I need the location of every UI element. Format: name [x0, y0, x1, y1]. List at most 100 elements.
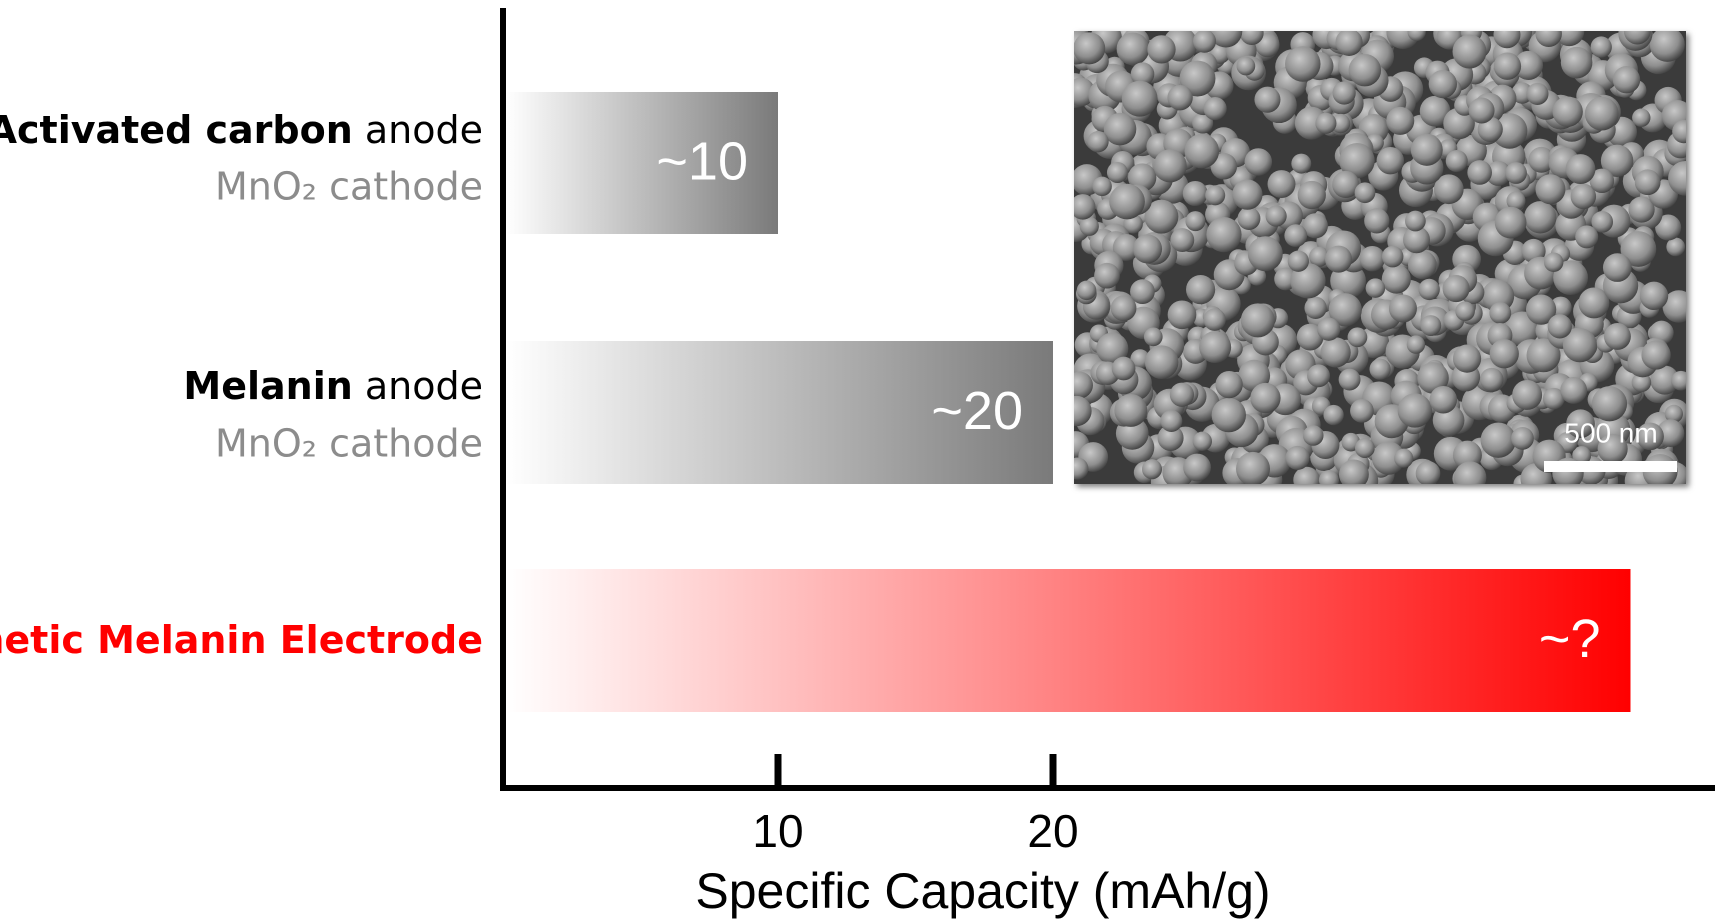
sem-particle — [1110, 295, 1137, 322]
sem-particle — [1612, 66, 1641, 94]
sem-particle — [1603, 323, 1631, 350]
sem-particle — [1407, 31, 1426, 42]
sem-particle — [1600, 144, 1634, 178]
category-label: Synthetic Melanin Electrode — [0, 618, 483, 662]
sem-inset: 500 nm — [1074, 31, 1686, 484]
sem-particle — [1244, 148, 1273, 176]
sem-particle — [1167, 300, 1197, 330]
sem-particle — [1641, 340, 1671, 370]
sem-particle — [1237, 207, 1261, 230]
x-axis-title: Specific Capacity (mAh/g) — [695, 863, 1270, 919]
sem-particle — [1420, 315, 1442, 336]
sem-particle — [1309, 246, 1330, 267]
sem-particle — [1528, 146, 1555, 173]
sem-particle — [1547, 314, 1572, 339]
sem-particle — [1572, 446, 1592, 465]
sem-particle — [1364, 208, 1390, 234]
sem-particle — [1656, 419, 1685, 448]
sem-particle — [1493, 31, 1521, 49]
sem-particle — [1141, 459, 1163, 480]
bar — [506, 92, 778, 234]
sem-particle — [1560, 376, 1588, 404]
sem-particle — [1332, 81, 1356, 105]
sem-particle — [1631, 372, 1652, 393]
sem-particle — [1147, 35, 1176, 64]
sem-particle — [1620, 231, 1657, 267]
sem-particle — [1662, 290, 1686, 323]
sem-particle — [1074, 457, 1089, 480]
sem-particle — [1636, 422, 1664, 451]
sem-particle — [1513, 50, 1544, 80]
sem-particle — [1127, 163, 1157, 192]
category-suffix: anode — [365, 108, 483, 152]
sem-particle — [1526, 338, 1561, 373]
sem-particle — [1074, 371, 1093, 399]
sem-particle — [1130, 279, 1155, 305]
value-label: ~? — [1539, 609, 1601, 669]
sem-particle — [1491, 113, 1528, 149]
sem-particle — [1371, 441, 1406, 475]
sem-particle — [1505, 162, 1527, 184]
sem-particle — [1649, 31, 1685, 62]
sem-particle — [1307, 364, 1330, 388]
sem-particle — [1338, 459, 1369, 484]
sem-particle — [1365, 278, 1386, 298]
sem-particle — [1183, 453, 1211, 482]
sem-particle — [1236, 451, 1271, 484]
sem-particle — [1407, 250, 1437, 280]
sem-particle — [1354, 438, 1375, 458]
sem-particle — [1285, 445, 1310, 470]
sem-particle — [1320, 337, 1351, 368]
sem-particle — [1250, 382, 1281, 414]
sem-particle — [1297, 180, 1326, 210]
sem-particle — [1106, 161, 1128, 183]
sem-particle — [1415, 461, 1441, 484]
sem-particle — [1632, 108, 1651, 127]
category-suffix: anode — [365, 364, 483, 408]
sem-particle — [1265, 205, 1287, 227]
sem-particle — [1560, 46, 1593, 79]
sem-particle — [1240, 303, 1275, 338]
sem-particle — [1112, 234, 1140, 261]
sem-particle — [1203, 96, 1227, 121]
sem-particle — [1566, 409, 1595, 439]
sem-particle — [1338, 368, 1361, 391]
sem-particle — [1116, 32, 1150, 66]
sem-particle — [1526, 82, 1549, 106]
sem-particle — [1628, 196, 1655, 223]
sem-particle — [1410, 133, 1443, 166]
sem-particle — [1525, 294, 1557, 325]
sem-particle — [1199, 331, 1232, 364]
sem-particle — [1215, 370, 1243, 399]
sem-particle — [1103, 112, 1137, 146]
sem-particle — [1381, 245, 1404, 268]
sem-particle — [1445, 149, 1468, 173]
sem-particle — [1232, 179, 1263, 210]
sem-particle — [1664, 404, 1683, 423]
sem-particle — [1239, 31, 1264, 46]
sem-particle — [1144, 345, 1179, 379]
sem-particle — [1170, 228, 1195, 253]
sem-particle — [1369, 358, 1391, 380]
bar — [506, 341, 1053, 484]
sem-particle — [1512, 380, 1543, 410]
sem-texture — [1074, 31, 1686, 484]
category-main: Synthetic Melanin Electrode — [0, 618, 483, 662]
sem-particle — [1328, 293, 1362, 327]
sem-particle — [1348, 53, 1382, 87]
sem-particle — [1074, 194, 1096, 220]
sem-particle — [1650, 365, 1680, 395]
sem-particle — [1433, 174, 1464, 205]
sem-particle — [1302, 425, 1324, 446]
sem-particle — [1524, 201, 1557, 234]
sem-particle — [1668, 160, 1686, 196]
category-main: Activated carbon — [0, 108, 353, 152]
sem-particle — [1452, 34, 1487, 69]
sem-particle — [1211, 397, 1246, 433]
sem-particle — [1666, 237, 1686, 257]
sem-particle — [1565, 154, 1596, 184]
sem-particle — [1419, 95, 1451, 127]
sem-particle — [1185, 211, 1206, 232]
sem-particle — [1543, 252, 1564, 273]
category-label: Melanin anode — [183, 364, 483, 408]
